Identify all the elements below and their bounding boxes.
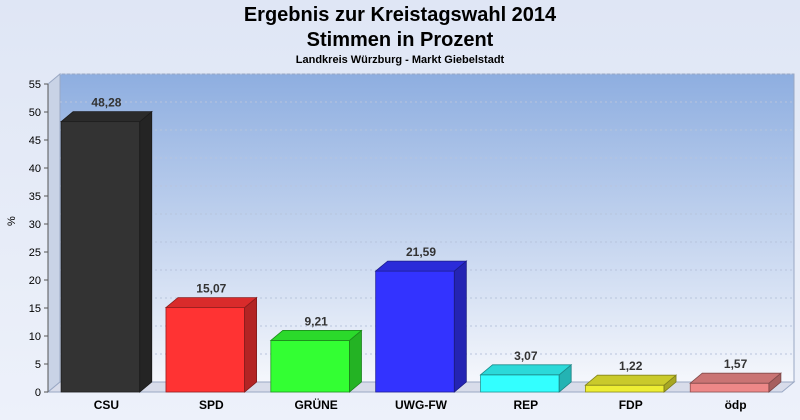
value-label: 15,07: [196, 282, 226, 296]
y-tick-label: 10: [29, 331, 41, 343]
bar-front: [270, 340, 350, 393]
chart-caption: Landkreis Würzburg - Markt Giebelstadt: [295, 54, 505, 66]
x-tick-label: ödp: [725, 398, 747, 412]
chart-subtitle: Stimmen in Prozent: [306, 29, 494, 51]
bar-top: [374, 260, 468, 272]
bar-rep: [479, 363, 573, 393]
bar-grüne: [269, 329, 363, 393]
x-tick-label: FDP: [619, 398, 643, 412]
y-tick-label: 20: [29, 275, 41, 287]
bar-ödp: [689, 372, 782, 393]
value-label: 1,57: [724, 357, 748, 371]
value-label: 3,07: [514, 349, 538, 363]
y-tick-label: 30: [29, 219, 41, 231]
bar-front: [584, 384, 665, 393]
bar-front: [689, 382, 770, 393]
bar-top: [479, 364, 573, 376]
y-tick-label: 25: [29, 247, 41, 259]
y-tick-label: 40: [29, 163, 41, 175]
y-tick-label: 5: [35, 359, 41, 371]
bar-side: [453, 260, 467, 393]
bar-front: [165, 307, 246, 393]
x-tick-label: CSU: [94, 398, 119, 412]
bar-top: [60, 111, 153, 123]
bar-front: [60, 121, 141, 393]
bar-top: [689, 372, 782, 384]
bar-top: [584, 374, 678, 386]
y-tick-label: 45: [29, 135, 41, 147]
value-label: 21,59: [406, 245, 436, 259]
chart-title: Ergebnis zur Kreistagswahl 2014: [243, 4, 557, 26]
bar-front: [480, 374, 560, 393]
value-label: 48,28: [91, 96, 121, 110]
bar-uwg-fw: [374, 260, 468, 393]
x-tick-label: UWG-FW: [395, 398, 448, 412]
bar-top: [269, 330, 363, 341]
y-tick-label: 35: [29, 191, 41, 203]
bar-side: [244, 296, 258, 393]
bar-side: [349, 329, 362, 393]
value-label: 9,21: [304, 314, 328, 328]
bar-csu: [60, 110, 153, 393]
bar-spd: [164, 296, 258, 393]
bar-front: [375, 270, 455, 393]
y-tick-label: 15: [29, 303, 41, 315]
value-label: 1,22: [619, 359, 643, 373]
y-tick-label: 50: [29, 107, 41, 119]
bar-top: [164, 297, 258, 309]
bar-side: [139, 110, 153, 393]
x-tick-label: SPD: [199, 398, 224, 412]
y-tick-label: 55: [29, 79, 41, 91]
x-tick-label: REP: [514, 398, 539, 412]
plot-side-wall: [47, 72, 61, 394]
bar-fdp: [584, 374, 678, 393]
x-tick-label: GRÜNE: [294, 397, 337, 412]
y-tick-label: 0: [35, 387, 41, 399]
